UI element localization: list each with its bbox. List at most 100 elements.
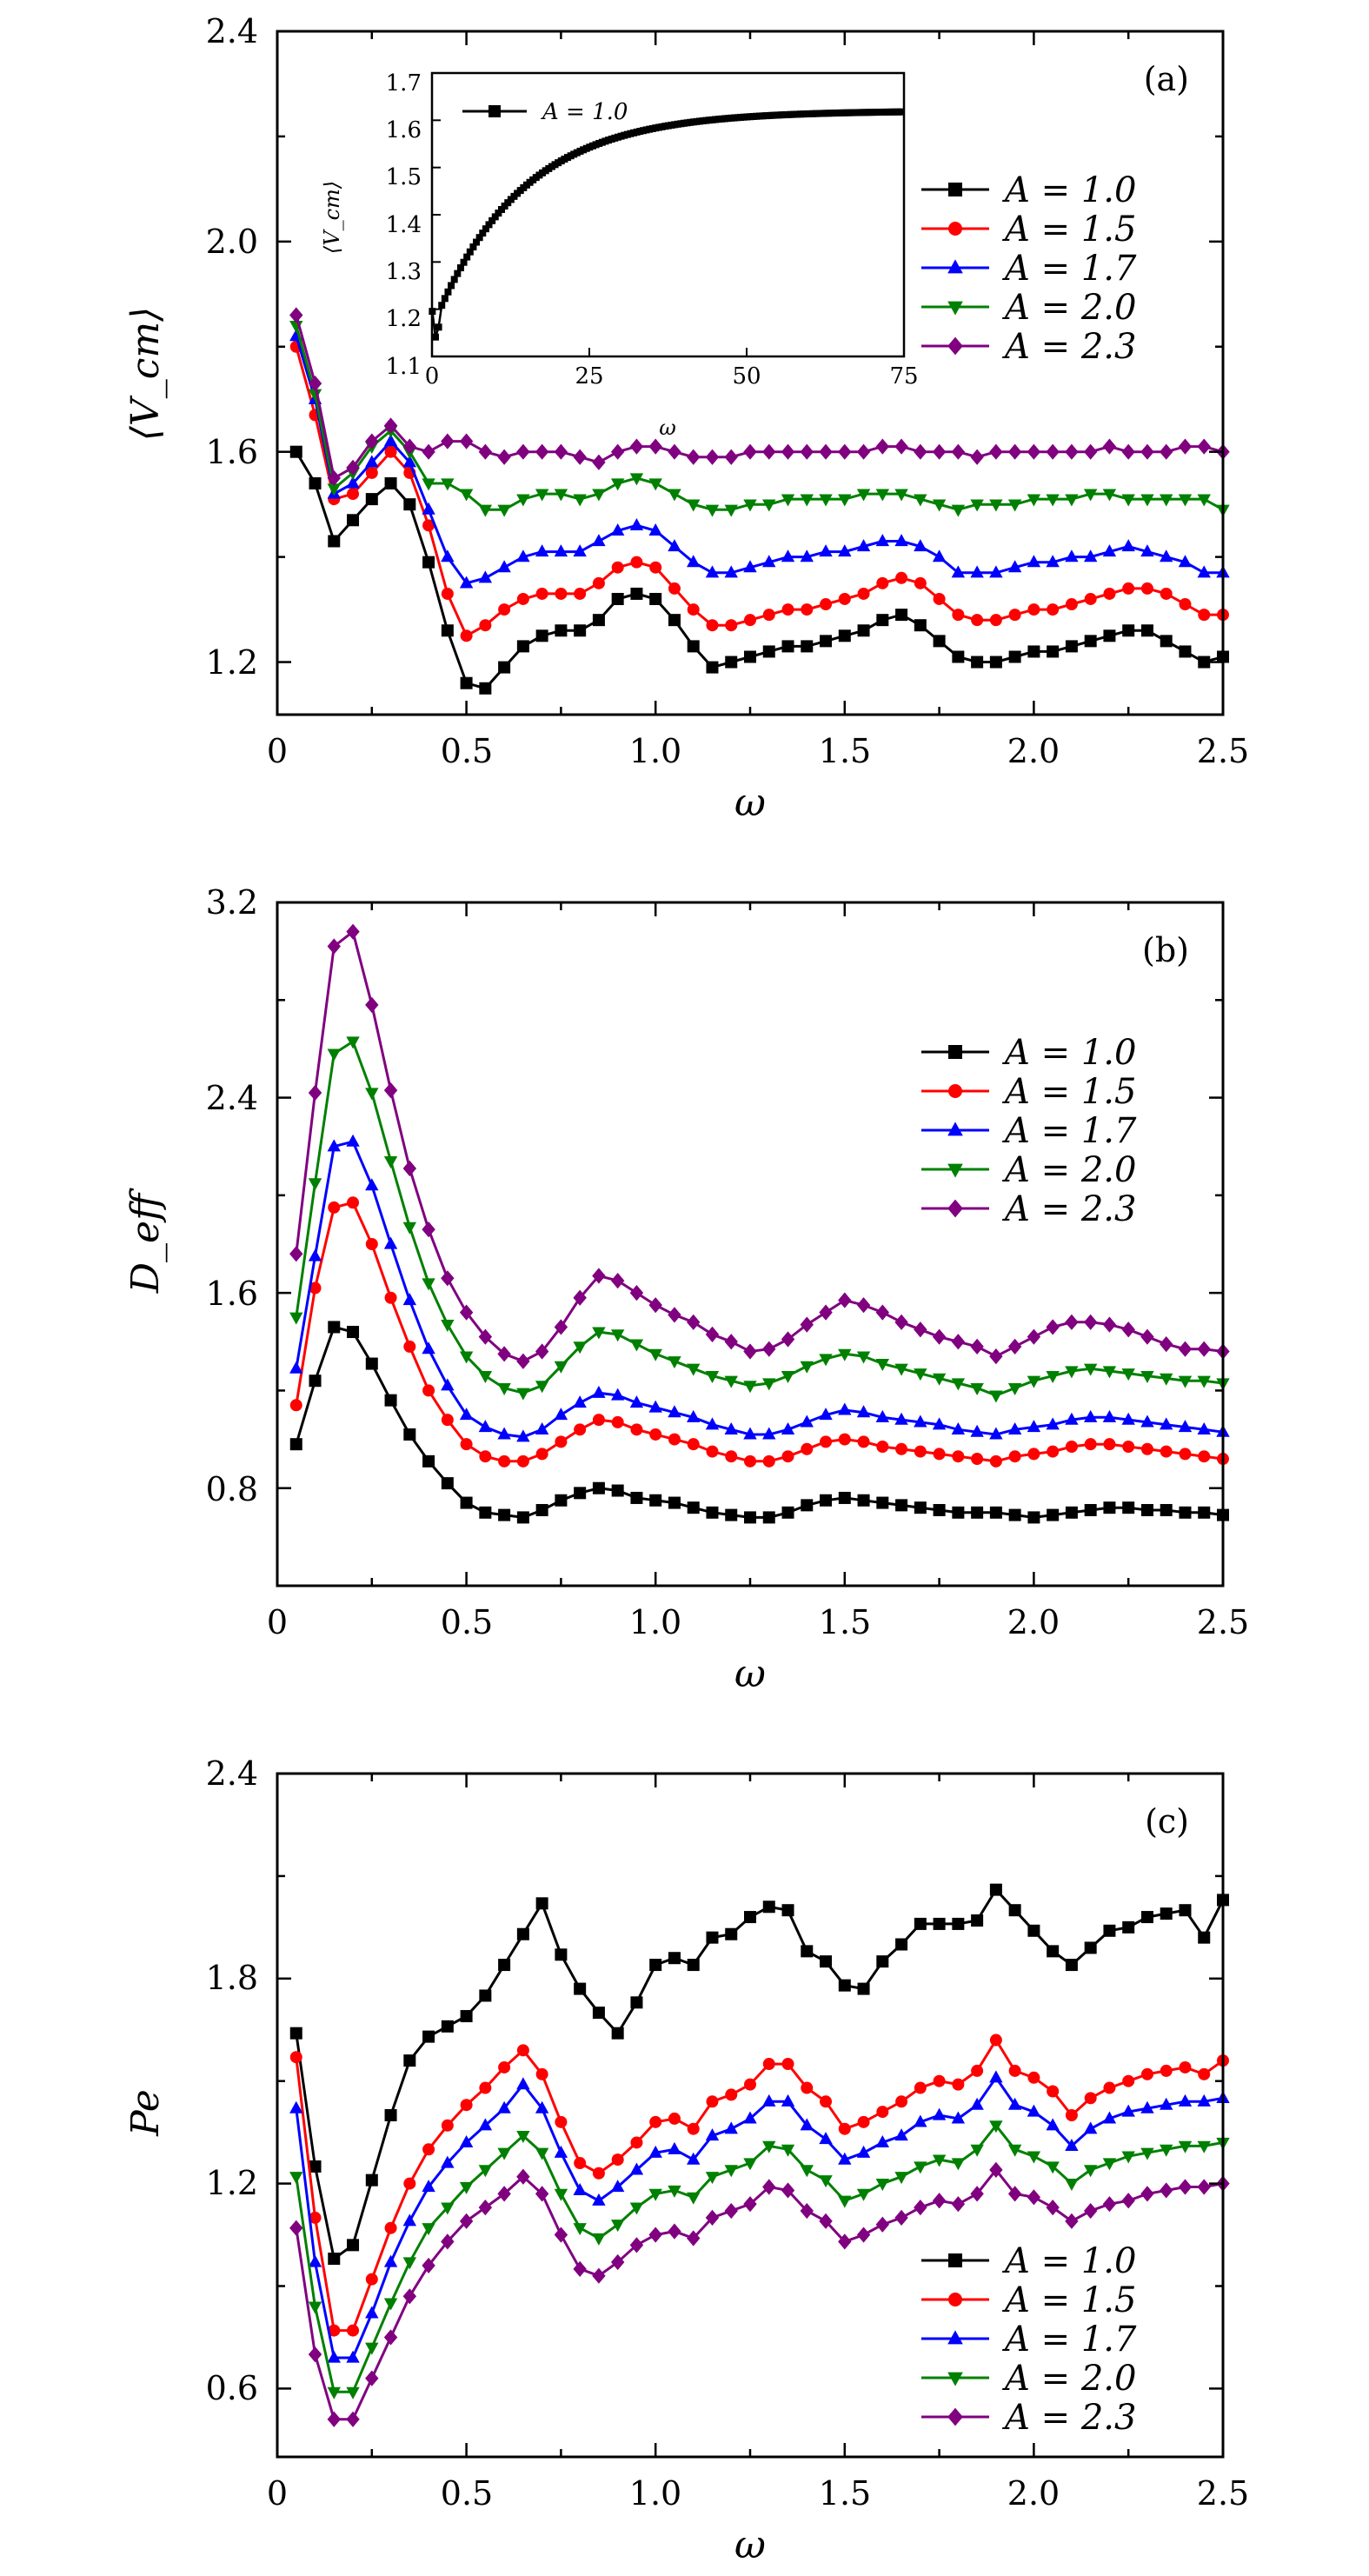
data-point	[1027, 2071, 1040, 2084]
data-point	[1160, 2097, 1173, 2110]
data-point	[875, 2216, 890, 2233]
data-point	[516, 1454, 529, 1468]
data-point	[951, 504, 966, 517]
data-point	[838, 1348, 852, 1361]
data-point	[554, 443, 568, 460]
data-point	[573, 494, 587, 507]
panel-c-tag: (c)	[1145, 1802, 1189, 1840]
data-point	[801, 1499, 814, 1512]
data-point	[365, 996, 379, 1013]
data-point	[724, 504, 738, 517]
data-point	[914, 1917, 927, 1930]
legend-marker	[947, 259, 963, 274]
data-point	[1047, 1445, 1060, 1458]
inset-ytick: 1.2	[386, 306, 422, 332]
data-point	[1065, 549, 1079, 562]
data-point	[574, 1487, 587, 1500]
panel-a-ytick: 1.6	[206, 433, 258, 471]
inset-data-point	[473, 238, 481, 246]
data-point	[1160, 2144, 1173, 2157]
panel-a-lines	[289, 307, 1230, 695]
data-point	[1122, 1501, 1135, 1514]
data-point	[441, 1320, 455, 1333]
data-point	[1178, 2093, 1193, 2107]
data-point	[403, 2054, 416, 2067]
inset-ytick: 1.6	[386, 117, 422, 143]
data-point	[875, 1304, 890, 1321]
data-point	[781, 2182, 795, 2199]
panel-a-ticks	[276, 30, 1225, 715]
data-point	[1140, 494, 1154, 507]
data-point	[744, 1454, 756, 1468]
panel-b-ytick: 1.6	[206, 1275, 258, 1313]
data-point	[687, 2152, 701, 2165]
data-point	[346, 2350, 360, 2363]
data-point	[610, 478, 625, 491]
data-point	[1084, 1503, 1097, 1516]
data-point	[952, 609, 965, 622]
data-point	[402, 1160, 417, 1177]
series-line-1	[295, 346, 1223, 638]
data-point	[668, 539, 681, 552]
data-point	[403, 1428, 416, 1441]
data-point	[459, 576, 474, 589]
panel-b-xtick: 0.5	[441, 1603, 493, 1641]
panel-a-xtick: 1.5	[819, 732, 871, 770]
data-point	[365, 1357, 378, 1370]
data-point	[498, 2060, 511, 2073]
data-point	[611, 1415, 624, 1428]
data-point	[800, 1361, 814, 1374]
data-point	[649, 1494, 662, 1507]
inset-ytick: 1.5	[386, 164, 422, 190]
data-point	[1121, 443, 1135, 460]
data-point	[819, 443, 833, 460]
data-point	[535, 1421, 549, 1434]
data-point	[856, 539, 871, 552]
data-point	[706, 1445, 719, 1458]
data-point	[970, 1424, 984, 1437]
data-point	[820, 1955, 833, 1968]
data-point	[1007, 1338, 1022, 1355]
inset-xtick: 25	[575, 363, 603, 389]
data-point	[932, 549, 947, 562]
inset-background	[432, 73, 904, 356]
data-point	[971, 656, 984, 669]
data-point	[762, 1511, 775, 1524]
legend-label: A = 2.0	[1001, 288, 1136, 328]
legend-label: A = 1.7	[1001, 1111, 1137, 1151]
data-point	[1122, 1920, 1135, 1934]
data-point	[1046, 1417, 1060, 1430]
panel-a-xlabel: ω	[734, 781, 766, 825]
data-point	[441, 624, 454, 637]
data-point	[459, 1351, 474, 1364]
data-point	[516, 494, 530, 507]
data-point	[327, 1048, 341, 1062]
data-point	[1046, 2161, 1060, 2174]
data-point	[535, 489, 549, 502]
data-point	[516, 443, 530, 460]
data-point	[327, 2411, 341, 2427]
data-point	[1140, 1370, 1154, 1383]
data-point	[460, 1496, 473, 1509]
data-point	[1122, 624, 1135, 637]
data-point	[422, 1221, 435, 1238]
data-point	[516, 640, 529, 653]
data-point	[1102, 2111, 1117, 2124]
data-point	[668, 1496, 681, 1509]
data-point	[894, 2172, 908, 2185]
data-point	[668, 1356, 681, 1369]
data-point	[668, 1405, 681, 1418]
data-point	[668, 2185, 681, 2198]
panel-b-ytick: 2.4	[206, 1079, 258, 1117]
series-line-0	[295, 450, 1224, 690]
data-point	[705, 449, 720, 465]
data-point	[1102, 2158, 1117, 2171]
legend-label: A = 1.5	[1001, 210, 1136, 250]
data-point	[309, 1281, 322, 1295]
data-point	[648, 2227, 662, 2243]
data-point	[1027, 443, 1041, 460]
legend-marker	[948, 2293, 962, 2306]
data-point	[1046, 2118, 1060, 2131]
data-point	[989, 443, 1003, 460]
data-point	[989, 2034, 1002, 2047]
